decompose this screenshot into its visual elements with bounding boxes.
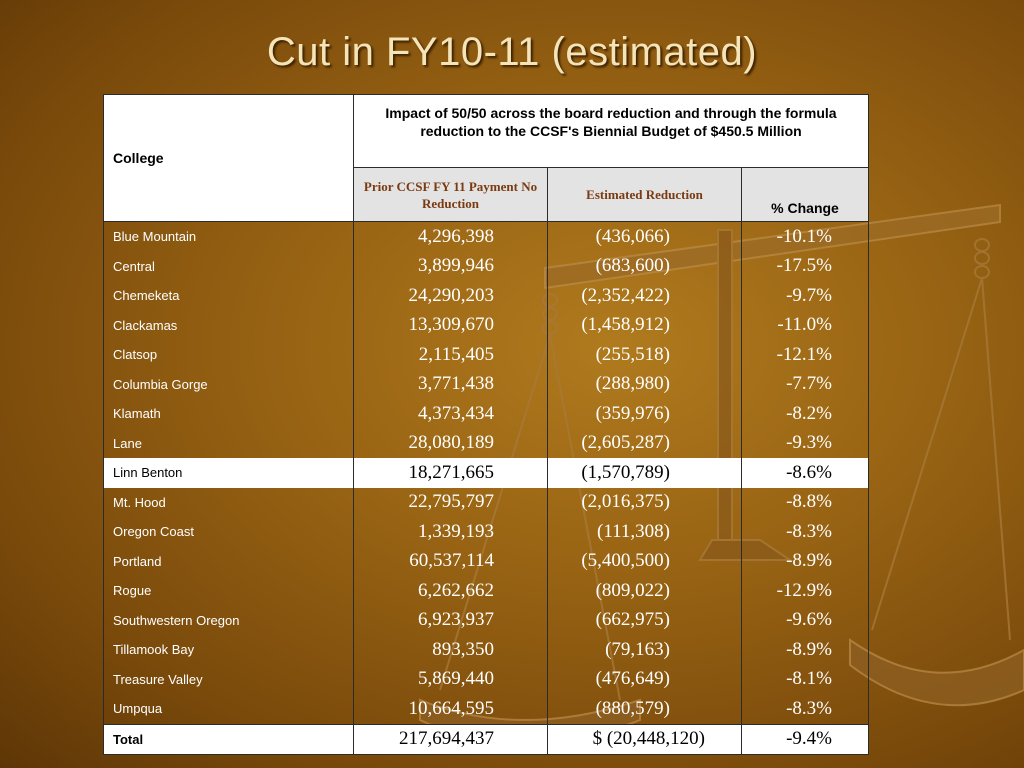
table-row: Umpqua 10,664,595 (880,579) -8.3%	[103, 694, 870, 724]
slide-title: Cut in FY10-11 (estimated)	[266, 30, 758, 74]
table-row: Clatsop 2,115,405 (255,518) -12.1%	[103, 340, 870, 370]
prior-payment: 13,309,670	[353, 310, 548, 340]
percent-change: -11.0%	[741, 310, 870, 340]
college-header: College	[103, 94, 354, 222]
table-row: Lane 28,080,189 (2,605,287) -9.3%	[103, 428, 870, 458]
percent-change: -9.6%	[741, 605, 870, 635]
prior-payment: 24,290,203	[353, 281, 548, 311]
total-prior-payment: 217,694,437	[353, 723, 548, 755]
estimated-reduction: (111,308)	[547, 517, 742, 547]
total-row: Total 217,694,437 $ (20,448,120) -9.4%	[103, 723, 870, 755]
total-estimated-reduction: $ (20,448,120)	[547, 723, 742, 755]
estimated-reduction: (79,163)	[547, 635, 742, 665]
percent-change: -8.9%	[741, 635, 870, 665]
percent-change: -9.7%	[741, 281, 870, 311]
estimated-reduction: (1,458,912)	[547, 310, 742, 340]
percent-change: -8.6%	[741, 458, 870, 488]
college-name: Chemeketa	[103, 281, 354, 311]
prior-payment: 1,339,193	[353, 517, 548, 547]
percent-change: -8.8%	[741, 487, 870, 517]
table-row: Oregon Coast 1,339,193 (111,308) -8.3%	[103, 517, 870, 547]
table-row: Central 3,899,946 (683,600) -17.5%	[103, 251, 870, 281]
table-row: Portland 60,537,114 (5,400,500) -8.9%	[103, 546, 870, 576]
estimated-reduction: (809,022)	[547, 576, 742, 606]
college-name: Southwestern Oregon	[103, 605, 354, 635]
college-name: Linn Benton	[103, 458, 354, 488]
percent-change-header: % Change	[740, 167, 870, 222]
percent-change: -8.1%	[741, 664, 870, 694]
table-row: Clackamas 13,309,670 (1,458,912) -11.0%	[103, 310, 870, 340]
percent-change: -10.1%	[741, 221, 870, 252]
estimated-reduction: (255,518)	[547, 340, 742, 370]
college-name: Lane	[103, 428, 354, 458]
estimated-reduction-header: Estimated Reduction	[547, 167, 742, 222]
impact-header: Impact of 50/50 across the board reducti…	[352, 94, 870, 168]
estimated-reduction: (880,579)	[547, 694, 742, 724]
percent-change: -12.9%	[741, 576, 870, 606]
college-name: Mt. Hood	[103, 487, 354, 517]
college-name: Klamath	[103, 399, 354, 429]
budget-table: College Impact of 50/50 across the board…	[103, 94, 870, 755]
table-row: Klamath 4,373,434 (359,976) -8.2%	[103, 399, 870, 429]
prior-payment: 60,537,114	[353, 546, 548, 576]
college-name: Oregon Coast	[103, 517, 354, 547]
percent-change: -7.7%	[741, 369, 870, 399]
total-percent-change: -9.4%	[741, 723, 870, 755]
estimated-reduction: (436,066)	[547, 221, 742, 252]
college-name: Tillamook Bay	[103, 635, 354, 665]
percent-change: -9.3%	[741, 428, 870, 458]
total-label: Total	[103, 723, 354, 755]
prior-payment: 4,296,398	[353, 221, 548, 252]
estimated-reduction: (1,570,789)	[547, 458, 742, 488]
percent-change: -12.1%	[741, 340, 870, 370]
prior-payment: 18,271,665	[353, 458, 548, 488]
prior-payment: 2,115,405	[353, 340, 548, 370]
college-name: Rogue	[103, 576, 354, 606]
percent-change: -17.5%	[741, 251, 870, 281]
estimated-reduction: (359,976)	[547, 399, 742, 429]
table-row: Columbia Gorge 3,771,438 (288,980) -7.7%	[103, 369, 870, 399]
table-row: Tillamook Bay 893,350 (79,163) -8.9%	[103, 635, 870, 665]
estimated-reduction: (2,352,422)	[547, 281, 742, 311]
estimated-reduction: (476,649)	[547, 664, 742, 694]
college-name: Central	[103, 251, 354, 281]
percent-change: -8.3%	[741, 517, 870, 547]
percent-change: -8.2%	[741, 399, 870, 429]
estimated-reduction: (2,605,287)	[547, 428, 742, 458]
prior-payment: 6,923,937	[353, 605, 548, 635]
percent-change: -8.3%	[741, 694, 870, 724]
table-row: Mt. Hood 22,795,797 (2,016,375) -8.8%	[103, 487, 870, 517]
prior-payment-header: Prior CCSF FY 11 Payment No Reduction	[353, 167, 548, 222]
table-row: Blue Mountain 4,296,398 (436,066) -10.1%	[103, 221, 870, 252]
college-name: Clatsop	[103, 340, 354, 370]
estimated-reduction: (2,016,375)	[547, 487, 742, 517]
percent-change: -8.9%	[741, 546, 870, 576]
college-name: Blue Mountain	[103, 221, 354, 252]
prior-payment: 3,771,438	[353, 369, 548, 399]
estimated-reduction: (662,975)	[547, 605, 742, 635]
college-name: Clackamas	[103, 310, 354, 340]
prior-payment: 4,373,434	[353, 399, 548, 429]
table-body: Blue Mountain 4,296,398 (436,066) -10.1%…	[103, 221, 870, 755]
prior-payment: 28,080,189	[353, 428, 548, 458]
prior-payment: 5,869,440	[353, 664, 548, 694]
table-row: Treasure Valley 5,869,440 (476,649) -8.1…	[103, 664, 870, 694]
prior-payment: 22,795,797	[353, 487, 548, 517]
college-name: Portland	[103, 546, 354, 576]
prior-payment: 893,350	[353, 635, 548, 665]
estimated-reduction: (5,400,500)	[547, 546, 742, 576]
estimated-reduction: (288,980)	[547, 369, 742, 399]
college-name: Umpqua	[103, 694, 354, 724]
estimated-reduction: (683,600)	[547, 251, 742, 281]
college-name: Treasure Valley	[103, 664, 354, 694]
table-row-highlighted: Linn Benton 18,271,665 (1,570,789) -8.6%	[103, 458, 870, 488]
college-name: Columbia Gorge	[103, 369, 354, 399]
prior-payment: 10,664,595	[353, 694, 548, 724]
prior-payment: 3,899,946	[353, 251, 548, 281]
prior-payment: 6,262,662	[353, 576, 548, 606]
table-row: Rogue 6,262,662 (809,022) -12.9%	[103, 576, 870, 606]
table-row: Chemeketa 24,290,203 (2,352,422) -9.7%	[103, 281, 870, 311]
table-row: Southwestern Oregon 6,923,937 (662,975) …	[103, 605, 870, 635]
